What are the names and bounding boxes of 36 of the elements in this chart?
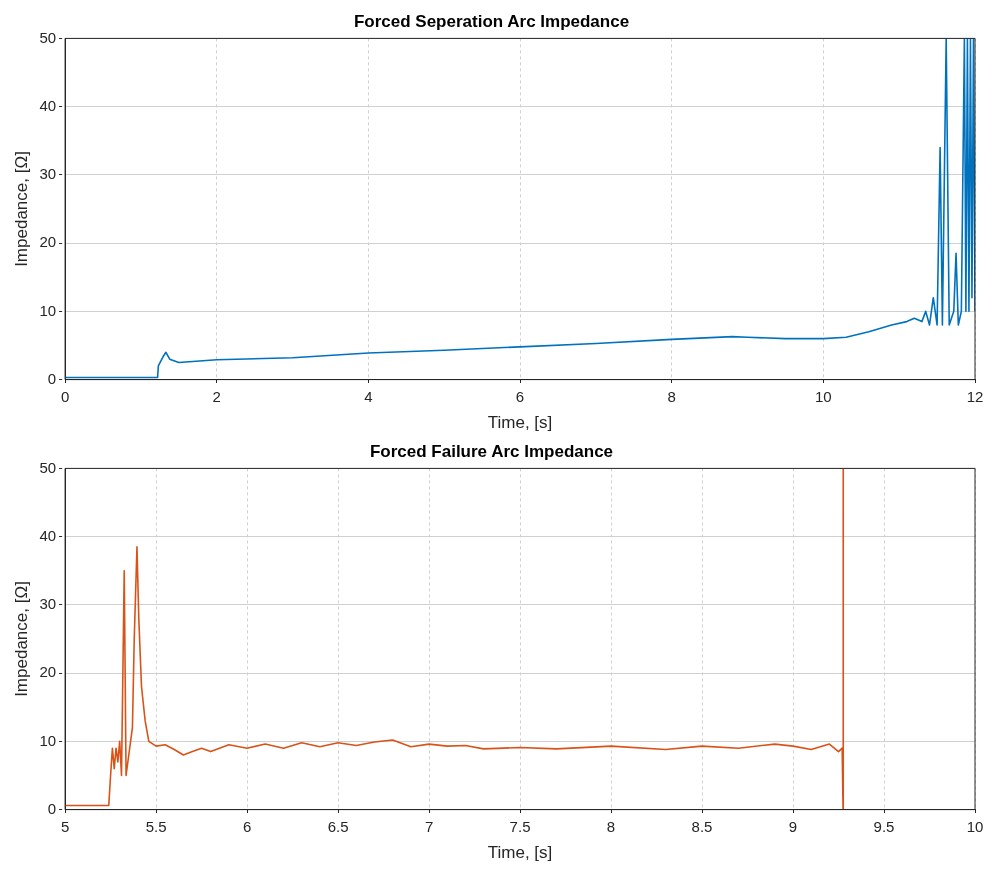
x-axis-title: Time, [s] — [487, 413, 553, 433]
y-tick-label: 10 — [39, 731, 57, 749]
y-axis-title: Impedance, [Ω] — [11, 581, 31, 697]
x-tick-label: 6.5 — [327, 817, 349, 835]
x-tick-label: 9 — [788, 817, 798, 835]
x-tick-label: 5 — [60, 817, 70, 835]
y-tick-label: 30 — [39, 165, 57, 183]
y-tick-label: 0 — [47, 369, 57, 387]
x-tick-label: 8 — [606, 817, 616, 835]
x-axis-title: Time, [s] — [487, 843, 553, 863]
chart-title: Forced Failure Arc Impedance — [369, 441, 614, 461]
x-tick-label: 2 — [212, 387, 221, 405]
y-tick-label: 50 — [39, 28, 57, 46]
x-tick-label: 8 — [667, 387, 676, 405]
y-tick-label: 20 — [39, 233, 57, 251]
x-tick-label: 8.5 — [691, 817, 713, 835]
x-tick-label: 6 — [515, 387, 525, 405]
y-tick-label: 50 — [39, 458, 57, 476]
x-tick-label: 7.5 — [509, 817, 531, 835]
x-tick-label: 12 — [966, 387, 984, 405]
x-tick-label: 9.5 — [873, 817, 895, 835]
chart-title: Forced Seperation Arc Impedance — [353, 11, 630, 31]
y-tick-label: 10 — [39, 301, 57, 319]
y-axis-title: Impedance, [Ω] — [11, 151, 31, 267]
x-tick-label: 0 — [60, 387, 70, 405]
y-tick-label: 30 — [39, 595, 57, 613]
x-tick-label: 10 — [966, 817, 984, 835]
y-tick-label: 40 — [39, 96, 57, 114]
x-tick-label: 5.5 — [145, 817, 167, 835]
x-tick-label: 4 — [364, 387, 373, 405]
y-tick-label: 40 — [39, 526, 57, 544]
x-tick-label: 10 — [815, 387, 832, 405]
x-tick-label: 7 — [424, 817, 434, 835]
y-tick-label: 0 — [47, 799, 57, 817]
x-tick-label: 6 — [242, 817, 252, 835]
y-tick-label: 20 — [39, 663, 57, 681]
